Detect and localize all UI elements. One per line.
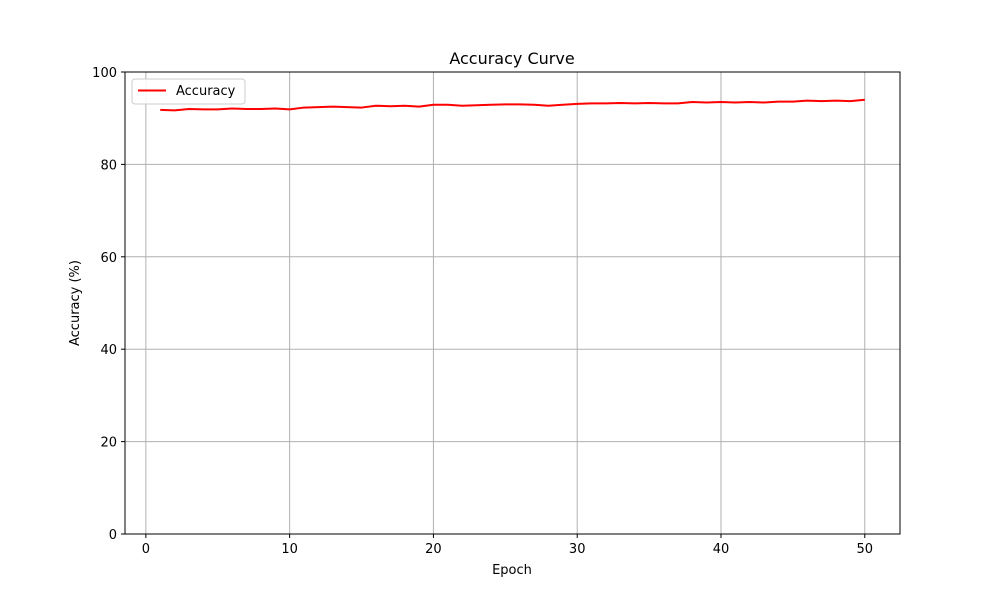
y-tick-label: 100	[92, 66, 117, 81]
legend-box	[131, 78, 246, 105]
plot-frame	[124, 71, 901, 535]
legend: Accuracy	[131, 78, 246, 105]
plot-area	[125, 72, 900, 534]
chart-title: Accuracy Curve	[449, 49, 574, 68]
x-tick-label: 40	[713, 542, 730, 557]
series-line-accuracy	[160, 98, 865, 112]
y-tick-label: 60	[100, 251, 117, 266]
y-tick-label: 80	[100, 158, 117, 173]
x-tick-label: 50	[856, 542, 873, 557]
y-tick-label: 40	[100, 343, 117, 358]
x-tick-label: 0	[142, 542, 150, 557]
x-tick-label: 20	[425, 542, 442, 557]
y-tick-label: 0	[109, 528, 117, 543]
x-tick-label: 10	[281, 542, 298, 557]
x-tick-label: 30	[569, 542, 586, 557]
y-tick-label: 20	[100, 436, 117, 451]
x-axis-label: Epoch	[492, 563, 532, 578]
tick-layer: 0 10 20 30 40 50 0 20 40 60 80 100	[92, 66, 873, 557]
series-layer	[160, 98, 865, 112]
legend-label-accuracy: Accuracy	[176, 84, 236, 99]
y-axis-label: Accuracy (%)	[68, 260, 83, 346]
